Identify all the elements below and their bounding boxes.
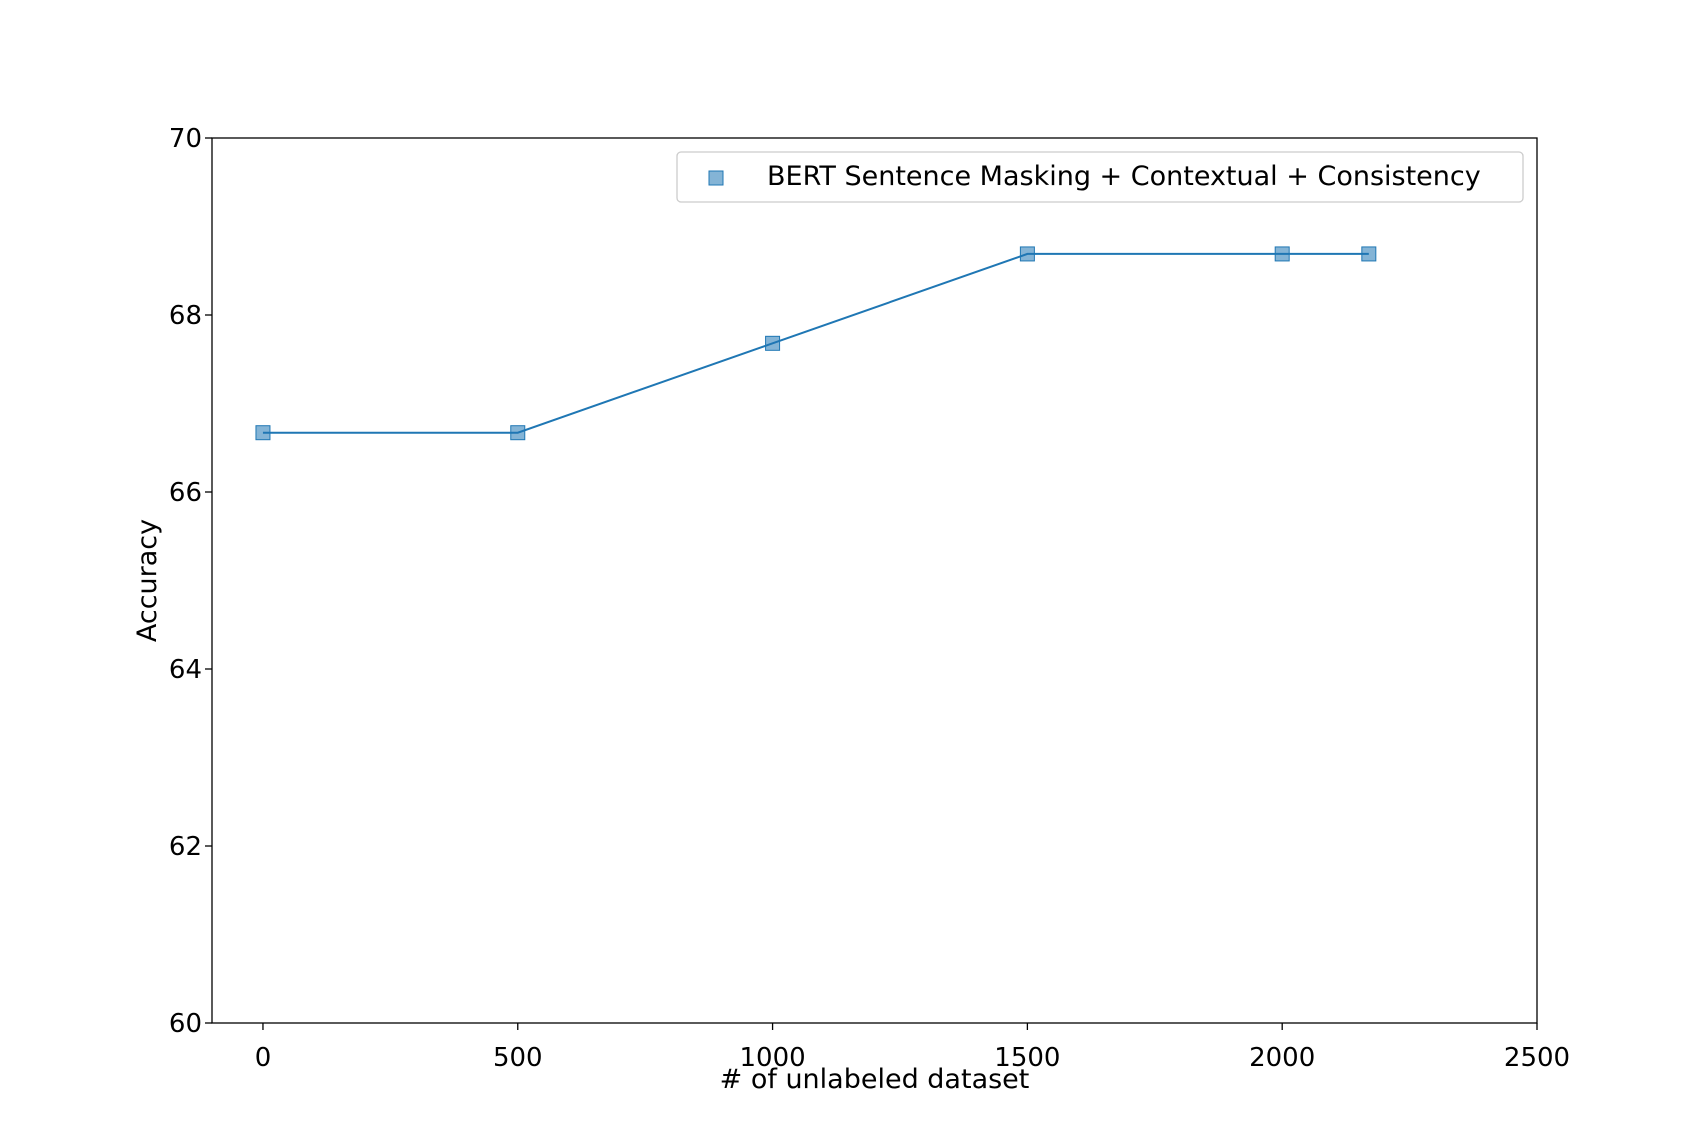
data-point — [1361, 246, 1377, 262]
legend-marker-square — [708, 170, 724, 186]
x-axis-ticks: 0 500 1000 1500 2000 2500 — [255, 1023, 1570, 1073]
data-point — [255, 425, 271, 441]
data-point — [510, 425, 526, 441]
legend-entry-label: BERT Sentence Masking + Contextual + Con… — [767, 161, 1481, 192]
x-tick-label: 2500 — [1504, 1043, 1570, 1073]
y-tick-label: 64 — [169, 655, 202, 685]
legend: BERT Sentence Masking + Contextual + Con… — [676, 151, 1524, 203]
y-tick-label: 70 — [169, 124, 202, 154]
y-tick-label: 66 — [169, 478, 202, 508]
x-tick-label: 1500 — [994, 1043, 1060, 1073]
series-layer — [255, 246, 1377, 441]
x-tick-label: 0 — [255, 1043, 272, 1073]
x-axis-label: # of unlabeled dataset — [720, 1064, 1030, 1095]
y-tick-label: 68 — [169, 301, 202, 331]
legend-frame — [676, 151, 1524, 203]
series-line — [262, 252, 1369, 434]
x-tick-label: 2000 — [1249, 1043, 1315, 1073]
x-tick-label: 500 — [493, 1043, 543, 1073]
y-axis-ticks: 60 62 64 66 68 70 — [169, 124, 212, 1039]
y-axis-label: Accuracy — [132, 519, 163, 642]
data-point — [1274, 246, 1290, 262]
data-point — [765, 335, 781, 351]
plot-area — [212, 138, 1537, 1023]
y-tick-label: 62 — [169, 832, 202, 862]
y-tick-label: 60 — [169, 1009, 202, 1039]
x-tick-label: 1000 — [739, 1043, 805, 1073]
data-point — [1019, 246, 1035, 262]
plot-frame — [211, 137, 1538, 1024]
